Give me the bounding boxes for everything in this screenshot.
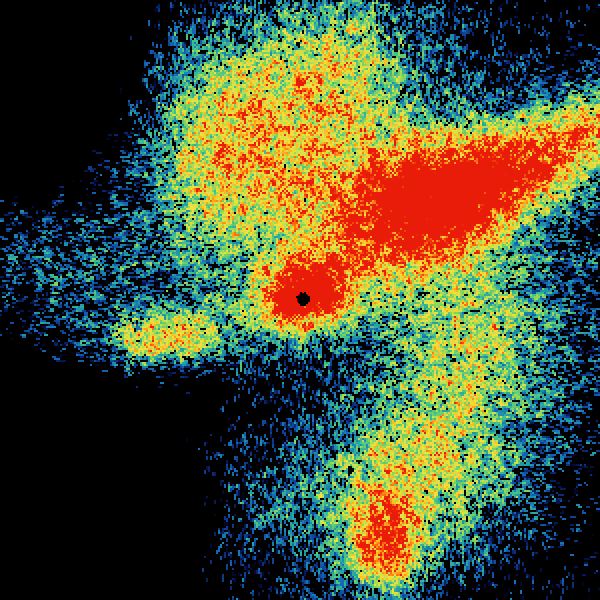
heatmap-canvas	[0, 0, 600, 600]
speckle-map-figure	[0, 0, 600, 600]
